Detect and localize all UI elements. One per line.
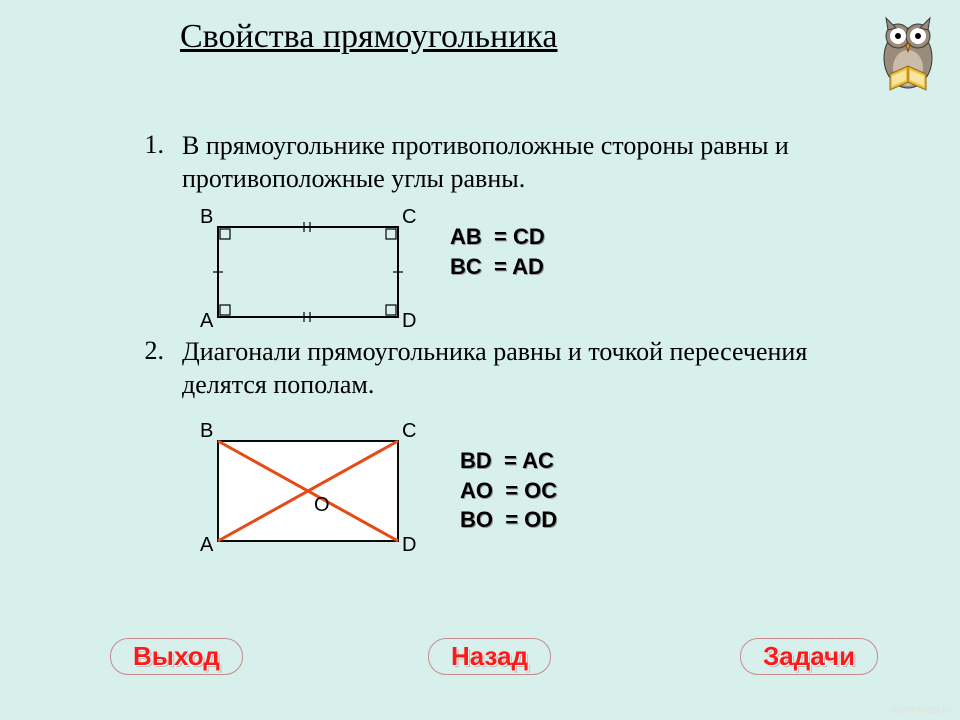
vertex-D-2: D <box>402 534 416 557</box>
property-1: 1. В прямоугольнике противоположные стор… <box>140 130 862 195</box>
tasks-button[interactable]: Задачи <box>740 638 878 675</box>
rectangle-1-svg <box>198 212 418 332</box>
watermark: myshared.ru <box>891 704 952 716</box>
rectangle-2-svg <box>198 426 418 556</box>
vertex-B-2: B <box>200 420 213 443</box>
vertex-A-1: A <box>200 310 213 333</box>
page-title: Свойства прямоугольника <box>180 18 558 56</box>
equations-2: BD = AC AO = OC BO = OD <box>460 446 557 535</box>
property-2-text: Диагонали прямоугольника равны и точкой … <box>182 336 862 401</box>
vertex-O-2: O <box>314 494 330 517</box>
vertex-A-2: A <box>200 534 213 557</box>
diagram-1: B C A D <box>198 212 418 332</box>
exit-button[interactable]: Выход <box>110 638 243 675</box>
equations-1: AB = CD BC = AD <box>450 222 545 281</box>
vertex-B-1: B <box>200 206 213 229</box>
property-1-number: 1. <box>140 130 164 160</box>
owl-mascot-icon <box>868 6 948 96</box>
property-2: 2. Диагонали прямоугольника равны и точк… <box>140 336 862 401</box>
property-1-text: В прямоугольнике противоположные стороны… <box>182 130 862 195</box>
vertex-C-2: C <box>402 420 416 443</box>
vertex-D-1: D <box>402 310 416 333</box>
diagram-2: B C A D O <box>198 426 418 556</box>
property-2-number: 2. <box>140 336 164 366</box>
vertex-C-1: C <box>402 206 416 229</box>
back-button[interactable]: Назад <box>428 638 551 675</box>
